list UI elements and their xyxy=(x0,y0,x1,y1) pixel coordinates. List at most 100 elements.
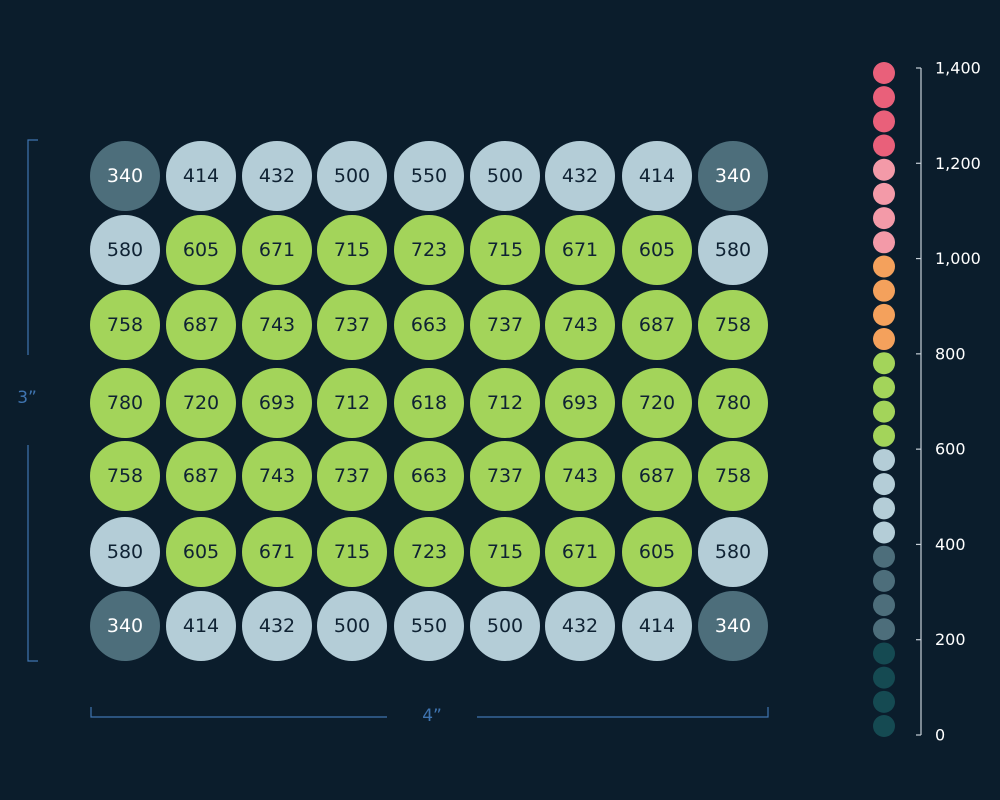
well-r4-c9 xyxy=(698,368,768,438)
well-r2-c1 xyxy=(90,215,160,285)
well-r5-c2 xyxy=(166,441,236,511)
well-value-label: 340 xyxy=(715,165,751,187)
well-value-label: 693 xyxy=(259,392,295,414)
well-r2-c9 xyxy=(698,215,768,285)
well-value-label: 758 xyxy=(715,465,751,487)
well-value-label: 687 xyxy=(639,314,675,336)
legend-dot xyxy=(873,594,895,617)
legend-dot xyxy=(873,448,895,471)
legend-dot xyxy=(873,134,895,157)
well-r5-c4 xyxy=(317,441,387,511)
legend-dot xyxy=(873,158,895,181)
well-r6-c6 xyxy=(470,517,540,587)
well-r7-c1 xyxy=(90,591,160,661)
well-r5-c8 xyxy=(622,441,692,511)
well-r7-c7 xyxy=(545,591,615,661)
well-r1-c8 xyxy=(622,141,692,211)
legend-dot xyxy=(873,182,895,205)
well-grid: 340 414 432 500 550 500 432 414 340 580 605 671 715 7… xyxy=(90,141,768,661)
well-value-label: 432 xyxy=(259,165,295,187)
well-r2-c5 xyxy=(394,215,464,285)
legend-dot xyxy=(873,690,895,713)
well-r2-c8 xyxy=(622,215,692,285)
legend-tick-label: 800 xyxy=(935,344,966,363)
well-r6-c8 xyxy=(622,517,692,587)
well-value-label: 340 xyxy=(715,615,751,637)
well-r4-c4 xyxy=(317,368,387,438)
legend-dot xyxy=(873,110,895,133)
legend-dot xyxy=(873,521,895,544)
legend-dot xyxy=(873,328,895,351)
legend-dot xyxy=(873,497,895,520)
well-value-label: 550 xyxy=(411,615,447,637)
well-value-label: 580 xyxy=(715,239,751,261)
legend-dot xyxy=(873,666,895,689)
well-r1-c6 xyxy=(470,141,540,211)
well-value-label: 687 xyxy=(183,314,219,336)
well-r6-c9 xyxy=(698,517,768,587)
well-r2-c4 xyxy=(317,215,387,285)
legend-dot xyxy=(873,545,895,568)
legend-dot xyxy=(873,255,895,278)
well-value-label: 340 xyxy=(107,615,143,637)
well-r4-c2 xyxy=(166,368,236,438)
well-value-label: 758 xyxy=(107,465,143,487)
well-value-label: 414 xyxy=(639,165,675,187)
well-r3-c5 xyxy=(394,290,464,360)
well-value-label: 743 xyxy=(562,314,598,336)
legend-tick-label: 1,400 xyxy=(935,59,981,78)
legend-dot xyxy=(873,569,895,592)
well-value-label: 580 xyxy=(715,541,751,563)
well-value-label: 663 xyxy=(411,314,447,336)
well-value-label: 340 xyxy=(107,165,143,187)
well-value-label: 432 xyxy=(259,615,295,637)
well-value-label: 737 xyxy=(487,465,523,487)
well-value-label: 712 xyxy=(487,392,523,414)
well-value-label: 723 xyxy=(411,239,447,261)
well-value-label: 671 xyxy=(259,239,295,261)
y-bracket-top xyxy=(27,139,38,355)
y-dimension-label: 3” xyxy=(17,388,37,408)
well-r7-c3 xyxy=(242,591,312,661)
color-scale-legend: 0 200 400 600 800 1,000 1,200 1,400 xyxy=(873,59,981,745)
well-r3-c4 xyxy=(317,290,387,360)
legend-tick-label: 1,200 xyxy=(935,154,981,173)
well-r6-c2 xyxy=(166,517,236,587)
well-value-label: 758 xyxy=(107,314,143,336)
well-value-label: 780 xyxy=(107,392,143,414)
well-r3-c1 xyxy=(90,290,160,360)
legend-dot xyxy=(873,618,895,641)
well-r4-c8 xyxy=(622,368,692,438)
well-r7-c2 xyxy=(166,591,236,661)
well-value-label: 605 xyxy=(639,541,675,563)
well-value-label: 414 xyxy=(183,615,219,637)
well-value-label: 671 xyxy=(562,541,598,563)
well-r5-c1 xyxy=(90,441,160,511)
legend-tick-label: 0 xyxy=(935,726,945,745)
well-r5-c6 xyxy=(470,441,540,511)
well-r7-c9 xyxy=(698,591,768,661)
well-r1-c1 xyxy=(90,141,160,211)
legend-dot xyxy=(873,424,895,447)
well-value-label: 550 xyxy=(411,165,447,187)
well-value-label: 663 xyxy=(411,465,447,487)
well-value-label: 758 xyxy=(715,314,751,336)
legend-dot xyxy=(873,207,895,230)
well-value-label: 605 xyxy=(183,239,219,261)
legend-tick-label: 1,000 xyxy=(935,249,981,268)
well-value-label: 720 xyxy=(639,392,675,414)
well-r3-c7 xyxy=(545,290,615,360)
well-value-label: 737 xyxy=(487,314,523,336)
well-value-label: 580 xyxy=(107,239,143,261)
well-r1-c4 xyxy=(317,141,387,211)
well-value-label: 500 xyxy=(334,615,370,637)
well-value-label: 737 xyxy=(334,465,370,487)
well-value-label: 500 xyxy=(487,615,523,637)
legend-tick-label: 400 xyxy=(935,535,966,554)
well-r3-c8 xyxy=(622,290,692,360)
legend-dot xyxy=(873,303,895,326)
x-dimension-label: 4” xyxy=(422,706,442,726)
well-r7-c5 xyxy=(394,591,464,661)
well-r5-c9 xyxy=(698,441,768,511)
